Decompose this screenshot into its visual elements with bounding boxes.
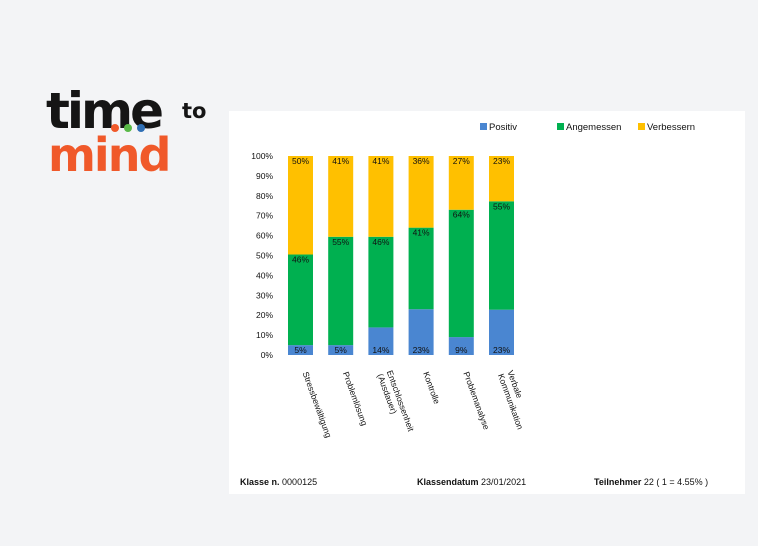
- stacked-bar-chart: 0% 10% 20% 30% 40% 50% 60% 70% 80% 90% 100% 5% 46% 50…: [251, 122, 695, 439]
- legend-label-angemessen: Angemessen: [566, 122, 621, 133]
- data-label: 41%: [372, 156, 389, 166]
- bar-segment-verbessern: [448, 156, 474, 210]
- klassendatum-label: Klassendatum: [417, 477, 479, 487]
- data-label: 27%: [453, 156, 470, 166]
- klasse-label: Klasse n.: [240, 477, 280, 487]
- bar-segment-positiv: [448, 337, 474, 355]
- bar-segment-verbessern: [489, 156, 514, 202]
- x-category-label: Kontrolle: [421, 370, 442, 405]
- data-label: 14%: [372, 345, 389, 355]
- data-label: 64%: [453, 210, 470, 220]
- bar-segment-verbessern: [408, 156, 434, 228]
- data-label: 46%: [292, 255, 309, 265]
- bar-segment-verbessern: [368, 156, 394, 237]
- data-label: 55%: [332, 237, 349, 247]
- legend-swatch-positiv: [480, 123, 487, 130]
- data-label: 46%: [372, 237, 389, 247]
- x-category-label: Stressbewältigung: [301, 370, 334, 439]
- legend-label-positiv: Positiv: [489, 122, 517, 133]
- y-tick-label: 0%: [261, 350, 274, 360]
- bar-segment-angemessen: [368, 236, 394, 328]
- y-tick-label: 50%: [256, 251, 273, 261]
- logo-mind-text: mind: [48, 128, 169, 178]
- bar-segment-positiv: [328, 345, 354, 355]
- data-label: 41%: [332, 156, 349, 166]
- y-tick-label: 80%: [256, 191, 273, 201]
- y-tick-label: 30%: [256, 290, 273, 300]
- bar-segment-angemessen: [328, 236, 354, 346]
- logo-to-text: to: [182, 99, 206, 123]
- footer-teilnehmer: Teilnehmer 22 ( 1 = 4.55% ): [594, 477, 708, 487]
- y-tick-label: 90%: [256, 171, 273, 181]
- data-label: 9%: [455, 345, 468, 355]
- x-category-label: Problemanalyse: [461, 370, 491, 431]
- x-category-label-line: Kontrolle: [421, 370, 442, 405]
- bar-segment-positiv: [408, 309, 434, 355]
- x-category-label: Problemlösung: [341, 370, 370, 427]
- x-category-label-line: Problemanalyse: [461, 370, 491, 431]
- data-label: 36%: [413, 156, 430, 166]
- bar-segment-positiv: [489, 309, 514, 355]
- logo-dot-orange: [111, 124, 119, 132]
- x-category-label: VerbaleKommunikation: [496, 369, 535, 431]
- data-label: 5%: [294, 345, 307, 355]
- y-tick-label: 20%: [256, 310, 273, 320]
- data-label: 5%: [335, 345, 348, 355]
- y-tick-label: 40%: [256, 270, 273, 280]
- bar-segment-angemessen: [408, 227, 434, 310]
- legend-label-verbessern: Verbessern: [647, 122, 695, 133]
- bar-segment-angemessen: [288, 254, 313, 346]
- data-label: 55%: [493, 201, 510, 211]
- x-category-label-line: Problemlösung: [341, 370, 370, 427]
- report-card: 0% 10% 20% 30% 40% 50% 60% 70% 80% 90% 100% 5% 46% 50…: [229, 111, 745, 494]
- logo-dot-blue: [137, 124, 145, 132]
- data-label: 23%: [493, 156, 510, 166]
- bar-segment-positiv: [368, 327, 394, 355]
- bar-segment-angemessen: [448, 209, 474, 338]
- bar-segment-angemessen: [489, 201, 514, 310]
- x-category-label: Entschlossenheit(Ausdauer): [375, 369, 416, 437]
- y-tick-label: 70%: [256, 211, 273, 221]
- teilnehmer-label: Teilnehmer: [594, 477, 642, 487]
- legend-swatch-angemessen: [557, 123, 564, 130]
- bar-segment-positiv: [288, 345, 313, 355]
- logo-dot-green: [124, 124, 132, 132]
- data-label: 23%: [493, 345, 510, 355]
- footer-klassendatum: Klassendatum 23/01/2021: [417, 477, 526, 487]
- data-label: 50%: [292, 156, 309, 166]
- data-label: 41%: [413, 228, 430, 238]
- data-label: 23%: [413, 345, 430, 355]
- time-to-mind-logo: time to mind: [46, 82, 206, 178]
- x-category-label-line: Stressbewältigung: [301, 370, 334, 439]
- klasse-value: 0000125: [282, 477, 318, 487]
- y-tick-label: 100%: [251, 151, 273, 161]
- klassendatum-value: 23/01/2021: [481, 477, 527, 487]
- bar-segment-verbessern: [288, 156, 313, 255]
- bar-segment-verbessern: [328, 156, 354, 237]
- logo-time-text: time: [46, 82, 162, 140]
- y-tick-label: 60%: [256, 231, 273, 241]
- legend-swatch-verbessern: [638, 123, 645, 130]
- teilnehmer-value: 22 ( 1 = 4.55% ): [643, 477, 709, 487]
- footer-klasse: Klasse n. 0000125: [240, 477, 317, 487]
- y-tick-label: 10%: [256, 330, 273, 340]
